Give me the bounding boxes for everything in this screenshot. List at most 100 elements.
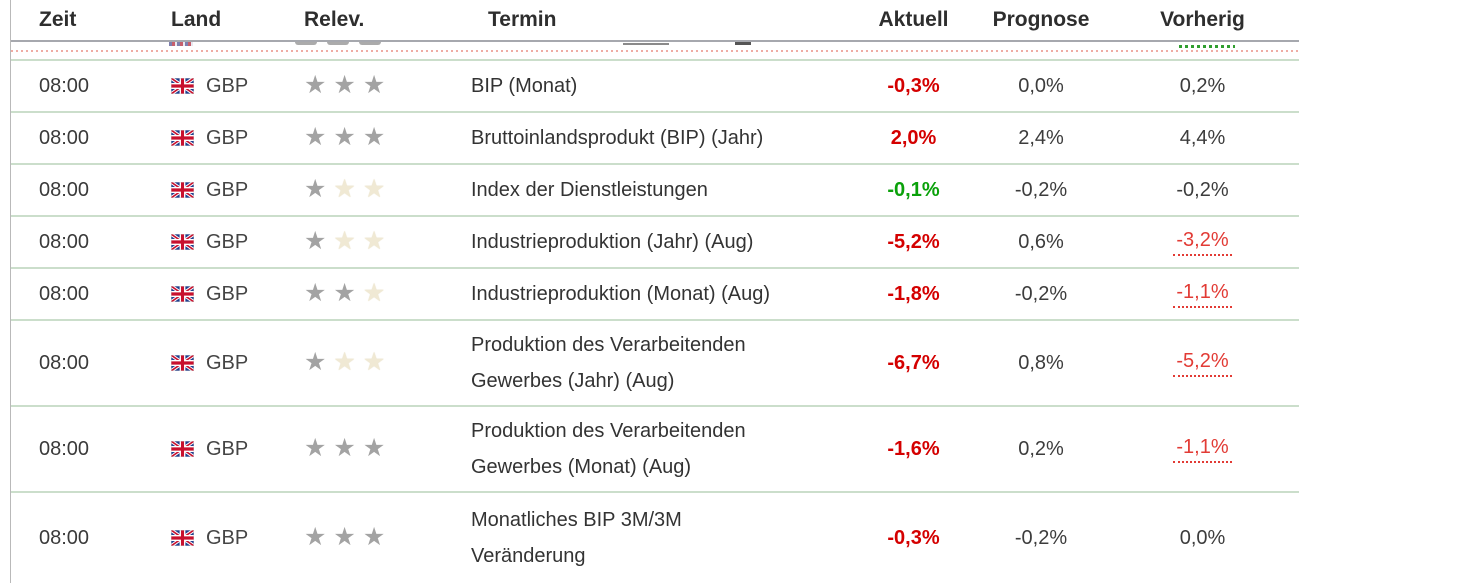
event-time: 08:00 (39, 178, 90, 201)
event-text-sliver (623, 43, 669, 45)
relevance-star-icon: ★ (304, 523, 334, 551)
table-row: 08:00 GBP ★★★ Industrieproduktion (Jahr)… (11, 217, 1299, 269)
previous-value: -0,2% (1176, 178, 1229, 201)
column-header-land: Land (171, 8, 222, 31)
forecast-value: -0,2% (1014, 178, 1068, 201)
event-time: 08:00 (39, 282, 90, 305)
column-header-termin: Termin (488, 8, 557, 31)
table-header-row: Zeit Land Relev. Termin Aktuell Prognose… (11, 0, 1299, 42)
event-name-link[interactable]: Industrieproduktion (Monat) (Aug) (471, 283, 771, 305)
previous-value: -1,1% (1106, 436, 1299, 463)
relevance-star-icon: ★ (333, 348, 363, 376)
current-time-marker-line (11, 50, 1299, 52)
actual-value: -6,7% (887, 351, 940, 374)
actual-value: -0,1% (887, 178, 940, 201)
relevance-star-icon: ★ (362, 434, 393, 462)
relevance-stars: ★★★ (304, 123, 392, 151)
relevance-star-icon: ★ (362, 227, 393, 255)
previous-value-revised: -1,1% (1173, 281, 1232, 308)
currency-code: GBP (206, 437, 249, 460)
currency-code: GBP (206, 126, 249, 149)
event-name-link[interactable]: Index der Dienstleistungen (471, 179, 708, 201)
relevance-star-icon: ★ (304, 279, 334, 307)
relevance-star-icon: ★ (304, 71, 334, 99)
revised-better-underline (1179, 45, 1235, 48)
event-time: 08:00 (39, 526, 90, 549)
forecast-value: 0,2% (1018, 437, 1064, 460)
united-kingdom-flag-icon (171, 355, 194, 371)
forecast-value: 0,8% (1018, 351, 1064, 374)
event-name-link[interactable]: Industrieproduktion (Jahr) (Aug) (471, 231, 754, 253)
relevance-stars: ★★★ (304, 348, 392, 376)
previous-value: 0,2% (1179, 74, 1226, 97)
relevance-star-icon (295, 42, 317, 45)
table-row: 08:00 GBP ★★★ Monatliches BIP 3M/3M Verä… (11, 493, 1299, 583)
column-header-vorherig: Vorherig (1160, 8, 1245, 31)
previous-value: -3,2% (1106, 229, 1299, 256)
relevance-stars: ★★★ (304, 523, 392, 551)
actual-value: -0,3% (887, 74, 940, 97)
relevance-star-icon: ★ (362, 123, 393, 151)
united-kingdom-flag-icon (171, 441, 194, 457)
column-header-aktuell: Aktuell (878, 8, 949, 31)
relevance-stars: ★★★ (304, 279, 392, 307)
forecast-value: 0,0% (1018, 74, 1064, 97)
relevance-star-icon: ★ (362, 175, 393, 203)
relevance-star-icon: ★ (304, 175, 334, 203)
relevance-star-icon: ★ (333, 523, 363, 551)
forecast-value: 0,6% (1018, 230, 1064, 253)
economic-calendar-table: Zeit Land Relev. Termin Aktuell Prognose… (10, 0, 1299, 583)
united-kingdom-flag-icon (171, 530, 194, 546)
event-time: 08:00 (39, 351, 90, 374)
table-row: 08:00 GBP ★★★ Index der Dienstleistungen… (11, 165, 1299, 217)
relevance-star-icon: ★ (333, 71, 363, 99)
column-header-zeit: Zeit (39, 8, 77, 31)
event-time: 08:00 (39, 437, 90, 460)
relevance-star-icon: ★ (304, 123, 334, 151)
previous-value: -5,2% (1106, 350, 1299, 377)
relevance-stars: ★★★ (304, 71, 392, 99)
event-time: 08:00 (39, 74, 90, 97)
relevance-star-icon: ★ (304, 348, 334, 376)
event-time: 08:00 (39, 230, 90, 253)
previous-value: -1,1% (1106, 281, 1299, 308)
table-row: 08:00 GBP ★★★ Produktion des Verarbeiten… (11, 407, 1299, 493)
relevance-star-icon: ★ (333, 227, 363, 255)
event-time: 08:00 (39, 126, 90, 149)
currency-code: GBP (206, 282, 249, 305)
relevance-stars: ★★★ (304, 227, 392, 255)
united-kingdom-flag-icon (171, 78, 194, 94)
previous-value: 4,4% (1179, 126, 1226, 149)
relevance-star-icon: ★ (304, 227, 334, 255)
actual-value: -0,3% (887, 526, 940, 549)
previous-value-revised: -1,1% (1173, 436, 1232, 463)
event-name-link[interactable]: Monatliches BIP 3M/3M Veränderung (471, 509, 682, 567)
united-kingdom-flag-icon (171, 182, 194, 198)
table-row: 08:00 GBP ★★★ Bruttoinlandsprodukt (BIP)… (11, 113, 1299, 165)
relevance-star-icon: ★ (362, 71, 393, 99)
relevance-star-icon: ★ (362, 348, 393, 376)
forecast-value: 2,4% (1018, 126, 1064, 149)
relevance-star-icon: ★ (333, 279, 363, 307)
united-kingdom-flag-icon (171, 286, 194, 302)
relevance-star-icon (359, 42, 381, 45)
currency-code: GBP (206, 178, 249, 201)
relevance-stars: ★★★ (304, 434, 392, 462)
relevance-stars: ★★★ (304, 175, 392, 203)
relevance-star-icon: ★ (362, 279, 393, 307)
table-row: 08:00 GBP ★★★ BIP (Monat) -0,3% 0,0% 0,2… (11, 61, 1299, 113)
event-name-link[interactable]: Produktion des Verarbeitenden Gewerbes (… (471, 420, 746, 478)
event-name-link[interactable]: Bruttoinlandsprodukt (BIP) (Jahr) (471, 127, 764, 149)
table-row: 08:00 GBP ★★★ Industrieproduktion (Monat… (11, 269, 1299, 321)
united-kingdom-flag-icon (171, 130, 194, 146)
currency-code: GBP (206, 230, 249, 253)
relevance-star-icon: ★ (362, 523, 393, 551)
united-kingdom-flag-icon (171, 234, 194, 250)
event-name-link[interactable]: BIP (Monat) (471, 75, 578, 97)
actual-value: -5,2% (887, 230, 940, 253)
previous-value: 0,0% (1179, 526, 1226, 549)
event-name-link[interactable]: Produktion des Verarbeitenden Gewerbes (… (471, 334, 746, 392)
partial-cutoff-row (11, 42, 1299, 61)
previous-value-revised: -3,2% (1173, 229, 1232, 256)
actual-value: -1,8% (887, 282, 940, 305)
